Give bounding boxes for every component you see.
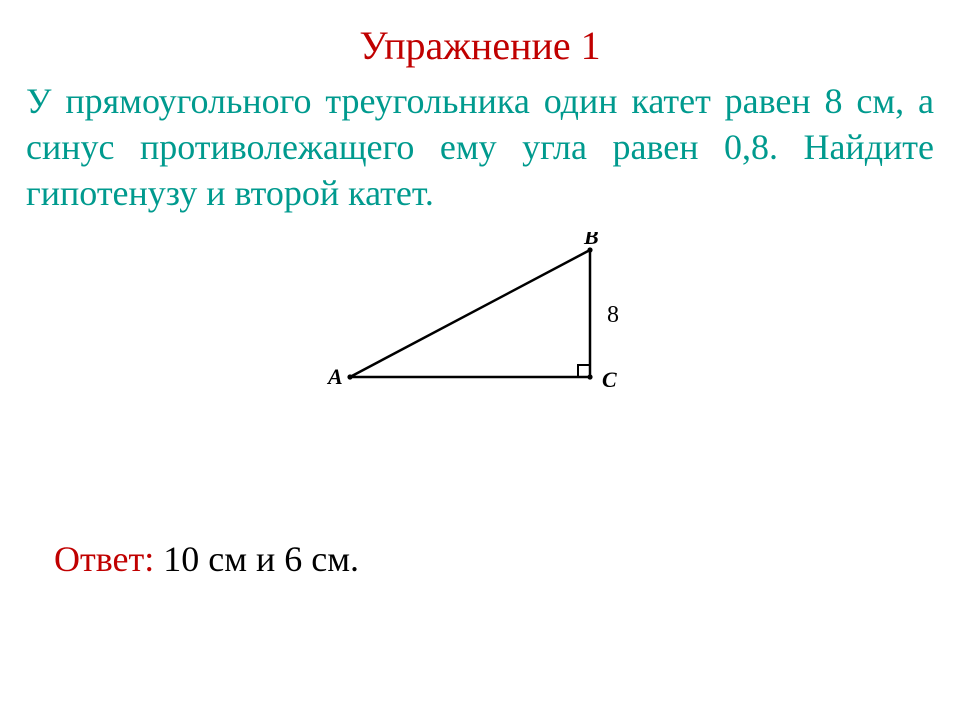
label-B: B — [583, 232, 599, 249]
answer-label: Ответ: — [54, 539, 154, 579]
vertex-C-dot — [587, 374, 592, 379]
answer-line: Ответ: 10 см и 6 см. — [54, 538, 359, 580]
triangle-polygon — [350, 250, 590, 377]
label-C: C — [602, 367, 617, 392]
answer-value: 10 см и 6 см. — [154, 539, 359, 579]
exercise-title: Упражнение 1 — [0, 22, 960, 69]
vertex-A-dot — [347, 374, 352, 379]
triangle-shape — [347, 247, 592, 379]
triangle-diagram: A B C 8 — [320, 232, 660, 412]
label-A: A — [326, 364, 343, 389]
problem-statement: У прямоугольного треугольника один катет… — [26, 78, 934, 216]
side-label-8: 8 — [607, 302, 619, 328]
